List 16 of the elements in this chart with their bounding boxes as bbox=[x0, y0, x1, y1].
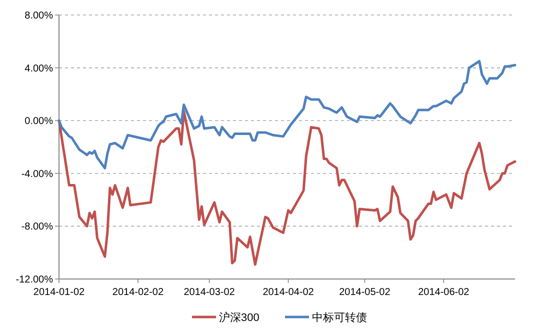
line-series bbox=[58, 60, 516, 170]
y-tick-label: 0.00% bbox=[24, 116, 54, 128]
x-tick-label: 2014-01-02 bbox=[33, 287, 86, 298]
legend-label: 中标可转债 bbox=[312, 311, 367, 324]
y-tick-label: -4.00% bbox=[21, 168, 54, 180]
x-tick-label: 2014-02-02 bbox=[112, 287, 164, 298]
x-tick-label: 2014-05-02 bbox=[339, 287, 391, 298]
y-tick-label: 4.00% bbox=[24, 63, 54, 74]
y-tick-label: -12.00% bbox=[16, 274, 54, 286]
legend-label: 沪深300 bbox=[219, 311, 260, 324]
x-tick-label: 2014-06-02 bbox=[418, 287, 470, 298]
line-series bbox=[58, 110, 516, 266]
y-tick-label: -8.00% bbox=[21, 222, 54, 233]
y-tick-label: 8.00% bbox=[24, 10, 54, 22]
x-tick-label: 2014-04-02 bbox=[262, 287, 314, 298]
x-tick-label: 2014-03-02 bbox=[184, 287, 236, 298]
